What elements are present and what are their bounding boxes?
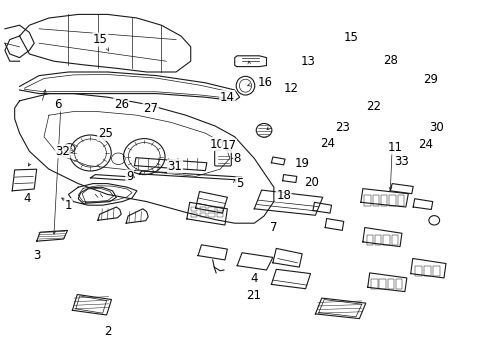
Text: 17: 17 <box>221 139 236 152</box>
Bar <box>397 195 403 206</box>
Text: 22: 22 <box>366 100 381 113</box>
Bar <box>199 213 205 217</box>
Bar <box>388 195 395 206</box>
Bar <box>423 266 430 276</box>
Text: 6: 6 <box>54 98 61 111</box>
Bar <box>379 279 385 289</box>
Text: 23: 23 <box>334 121 349 134</box>
Bar <box>217 207 223 211</box>
Text: 32: 32 <box>55 145 70 158</box>
Text: 29: 29 <box>422 73 437 86</box>
Text: 9: 9 <box>125 170 133 183</box>
Bar <box>370 279 377 289</box>
Bar <box>208 213 214 217</box>
Text: 24: 24 <box>417 138 432 151</box>
Text: 4: 4 <box>250 273 258 285</box>
Text: 19: 19 <box>294 157 308 170</box>
Text: 10: 10 <box>210 138 224 150</box>
Bar <box>374 235 381 245</box>
Text: 1: 1 <box>64 199 72 212</box>
Text: 4: 4 <box>23 192 31 204</box>
Text: 33: 33 <box>394 155 408 168</box>
Text: 24: 24 <box>320 137 334 150</box>
Bar <box>208 207 214 211</box>
Bar <box>366 235 372 245</box>
Bar <box>190 213 197 217</box>
Text: 26: 26 <box>114 98 128 111</box>
Text: 15: 15 <box>93 33 107 46</box>
Bar <box>199 207 205 211</box>
Text: 11: 11 <box>387 141 402 154</box>
Text: 27: 27 <box>143 102 158 114</box>
Text: 8: 8 <box>233 152 241 165</box>
Text: 13: 13 <box>300 55 315 68</box>
Bar <box>387 279 393 289</box>
Bar <box>414 266 421 276</box>
Bar <box>432 266 439 276</box>
Text: 12: 12 <box>283 82 298 95</box>
Bar <box>372 195 378 206</box>
Text: 2: 2 <box>103 325 111 338</box>
Bar <box>380 195 386 206</box>
Bar <box>391 235 397 245</box>
Bar <box>190 207 197 211</box>
Text: 16: 16 <box>257 76 272 89</box>
Bar <box>395 279 402 289</box>
Text: 30: 30 <box>428 121 443 134</box>
Bar <box>383 235 389 245</box>
Text: 31: 31 <box>167 160 182 173</box>
Text: 28: 28 <box>382 54 397 67</box>
Text: 20: 20 <box>304 176 319 189</box>
Text: 3: 3 <box>33 249 41 262</box>
Text: 14: 14 <box>220 91 234 104</box>
Text: 18: 18 <box>276 189 290 202</box>
Bar <box>217 213 223 217</box>
Text: 21: 21 <box>245 289 260 302</box>
Text: 25: 25 <box>98 127 112 140</box>
Text: 5: 5 <box>235 177 243 190</box>
Text: 15: 15 <box>343 31 358 44</box>
Bar <box>364 195 370 206</box>
Text: 7: 7 <box>269 221 277 234</box>
